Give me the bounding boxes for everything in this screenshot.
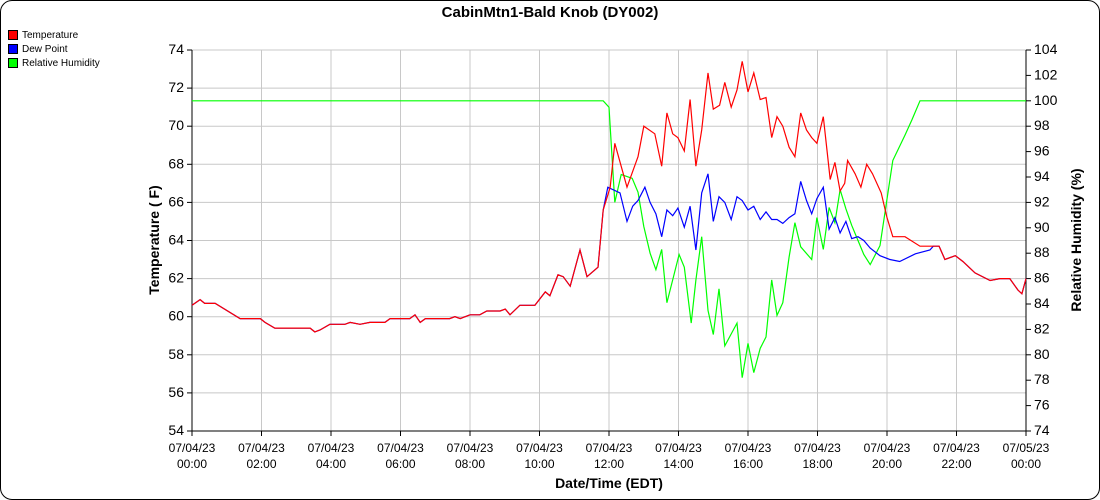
y2-tick-label: 100 xyxy=(1034,92,1058,108)
y-tick-label: 60 xyxy=(168,308,184,324)
x-tick-label-date: 07/04/23 xyxy=(377,441,424,455)
x-tick-label-time: 04:00 xyxy=(316,457,346,471)
x-tick-label-date: 07/04/23 xyxy=(933,441,980,455)
y-tick-label: 74 xyxy=(168,41,184,57)
y-tick-label: 70 xyxy=(168,117,184,133)
y2-tick-label: 92 xyxy=(1034,193,1050,209)
x-tick-label-time: 08:00 xyxy=(455,457,485,471)
x-tick-label-date: 07/05/23 xyxy=(1003,441,1050,455)
y2-tick-label: 98 xyxy=(1034,117,1050,133)
grid xyxy=(191,49,1027,432)
x-tick-label-date: 07/04/23 xyxy=(169,441,216,455)
x-tick-label-time: 14:00 xyxy=(663,457,693,471)
y2-tick-label: 86 xyxy=(1034,270,1050,286)
y2-tick-label: 84 xyxy=(1034,295,1050,311)
x-tick-label-time: 00:00 xyxy=(177,457,207,471)
legend-item-dew-point: Dew Point xyxy=(8,42,100,56)
x-tick-label-date: 07/04/23 xyxy=(238,441,285,455)
x-tick-label-time: 16:00 xyxy=(733,457,763,471)
y2-tick-label: 82 xyxy=(1034,320,1050,336)
legend-label: Temperature xyxy=(22,29,79,41)
x-axis-label: Date/Time (EDT) xyxy=(555,475,663,491)
series-line-temperature xyxy=(191,61,1027,333)
series-lines xyxy=(191,61,1027,378)
chart-title: CabinMtn1-Bald Knob (DY002) xyxy=(441,4,659,21)
y2-tick-label: 96 xyxy=(1034,143,1050,159)
y2-tick-label: 102 xyxy=(1034,66,1058,82)
y2-tick-label: 74 xyxy=(1034,422,1050,438)
x-tick-label-time: 22:00 xyxy=(941,457,971,471)
x-tick-label-time: 00:00 xyxy=(1011,457,1041,471)
y-axis-label: Temperature ( F) xyxy=(146,185,162,294)
x-tick-label-date: 07/04/23 xyxy=(447,441,494,455)
x-tick-label-date: 07/04/23 xyxy=(516,441,563,455)
y-tick-label: 62 xyxy=(168,270,184,286)
x-tick-label-time: 02:00 xyxy=(246,457,276,471)
x-tick-label-date: 07/04/23 xyxy=(794,441,841,455)
y-tick-label: 58 xyxy=(168,346,184,362)
legend-label: Dew Point xyxy=(22,43,68,55)
y-tick-label: 56 xyxy=(168,384,184,400)
y2-tick-label: 90 xyxy=(1034,219,1050,235)
x-tick-label-date: 07/04/23 xyxy=(655,441,702,455)
y-tick-label: 54 xyxy=(168,422,184,438)
legend-item-relative-humidity: Relative Humidity xyxy=(8,56,100,70)
y2-tick-label: 104 xyxy=(1034,41,1058,57)
legend: Temperature Dew Point Relative Humidity xyxy=(8,28,100,70)
x-tick-label-date: 07/04/23 xyxy=(864,441,911,455)
y2-tick-label: 78 xyxy=(1034,371,1050,387)
y-tick-label: 68 xyxy=(168,155,184,171)
legend-swatch-dew-point xyxy=(8,44,18,54)
y-tick-label: 64 xyxy=(168,232,184,248)
x-tick-label-time: 18:00 xyxy=(802,457,832,471)
y-tick-label: 66 xyxy=(168,193,184,209)
axes: 07/04/23 00:00 07/04/23 02:00 07/04/23 04:00 0… xyxy=(168,41,1057,471)
x-tick-label-date: 07/04/23 xyxy=(308,441,355,455)
series-line-relative-humidity xyxy=(192,100,1026,378)
x-tick-label-time: 10:00 xyxy=(524,457,554,471)
y-tick-label: 72 xyxy=(168,79,184,95)
y2-tick-label: 94 xyxy=(1034,168,1050,184)
x-tick-label-date: 07/04/23 xyxy=(725,441,772,455)
y2-tick-label: 88 xyxy=(1034,244,1050,260)
legend-item-temperature: Temperature xyxy=(8,28,100,42)
legend-swatch-relative-humidity xyxy=(8,58,18,68)
x-tick-label-time: 06:00 xyxy=(385,457,415,471)
y2-axis-label: Relative Humidity (%) xyxy=(1068,168,1084,311)
x-tick-label-date: 07/04/23 xyxy=(586,441,633,455)
legend-swatch-temperature xyxy=(8,30,18,40)
legend-label: Relative Humidity xyxy=(22,57,100,69)
y2-tick-label: 76 xyxy=(1034,397,1050,413)
x-tick-label-time: 20:00 xyxy=(872,457,902,471)
x-tick-label-time: 12:00 xyxy=(594,457,624,471)
y2-tick-label: 80 xyxy=(1034,346,1050,362)
